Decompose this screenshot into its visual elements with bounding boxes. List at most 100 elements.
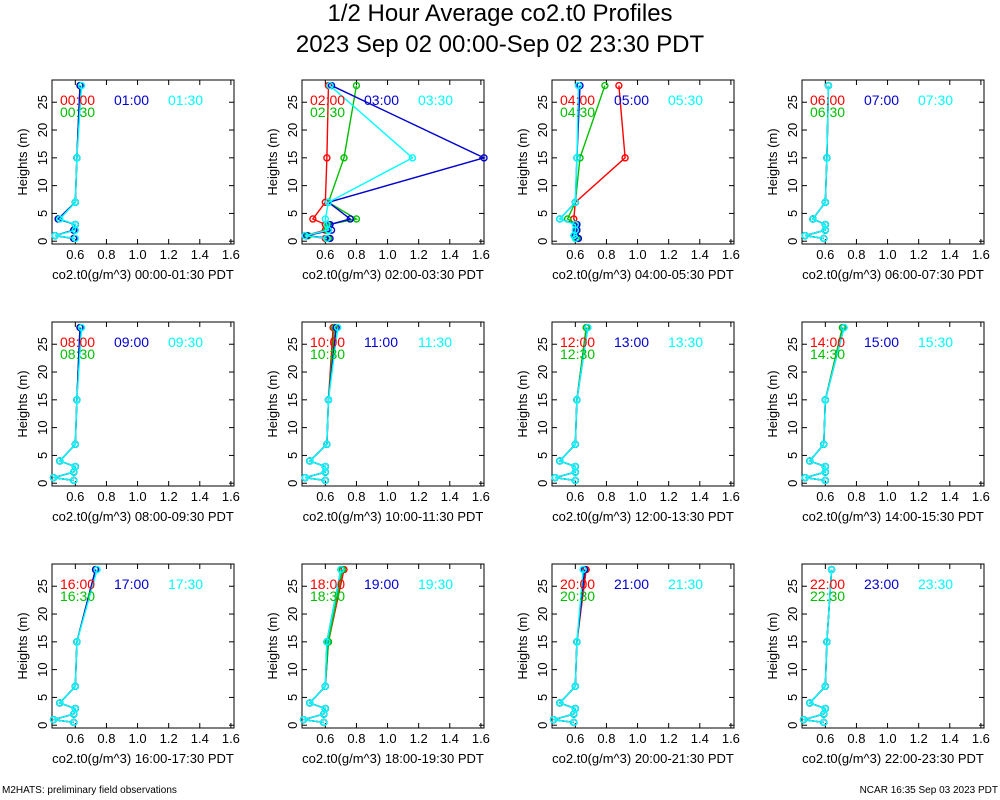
data-point <box>324 198 333 207</box>
y-axis-label: Heights (m) <box>265 370 280 437</box>
data-point <box>820 440 828 449</box>
profile-panel: 0.6 0.8 1.0 1.2 1.4 1.6 0 5 10 15 20 25 co2.t0(g/m^3… <box>15 79 240 282</box>
x-tick-label: 1.0 <box>129 489 147 504</box>
x-tick-label: 1.0 <box>629 731 647 746</box>
x-tick-label: 0.6 <box>566 731 584 746</box>
data-point <box>299 715 308 724</box>
data-point <box>571 198 580 207</box>
y-tick-label: 25 <box>35 579 50 593</box>
series-line <box>558 85 580 239</box>
plot-frame <box>801 321 985 487</box>
x-tick-label: 1.4 <box>941 731 959 746</box>
plot-frame <box>551 563 735 729</box>
data-point <box>321 462 330 471</box>
y-axis-label: Heights (m) <box>765 612 780 679</box>
x-tick-label: 1.0 <box>379 247 397 262</box>
data-point <box>821 198 830 207</box>
data-point <box>571 476 580 485</box>
x-tick-label: 0.8 <box>97 731 115 746</box>
plot-area <box>801 81 833 243</box>
legend-entry: 02:00 <box>310 92 345 108</box>
x-tick-label: 1.6 <box>722 731 740 746</box>
y-axis-label: Heights (m) <box>515 612 530 679</box>
data-point <box>323 234 331 243</box>
x-tick-label: 0.6 <box>66 489 84 504</box>
profile-panel: 0.6 0.8 1.0 1.2 1.4 1.6 0 5 10 15 20 25 co2.t0(g/m^3… <box>765 563 990 766</box>
data-point <box>323 154 331 162</box>
x-tick-label: 1.0 <box>129 247 147 262</box>
x-tick-label: 1.6 <box>222 489 240 504</box>
data-point <box>71 220 80 229</box>
y-tick-label: 20 <box>535 607 550 621</box>
x-tick-label: 0.6 <box>316 489 334 504</box>
legend-entry: 18:30 <box>310 588 345 604</box>
data-point <box>320 718 328 727</box>
x-tick-label: 0.8 <box>597 247 615 262</box>
profile-panel: 0.6 0.8 1.0 1.2 1.4 1.6 0 5 10 15 20 25 co2.t0(g/m^3… <box>15 563 240 766</box>
y-tick-label: 20 <box>785 365 800 379</box>
plot-frame <box>51 79 235 245</box>
x-tick-label: 1.4 <box>691 489 709 504</box>
data-point <box>71 462 80 471</box>
x-tick-label: 1.2 <box>410 731 428 746</box>
legend-entry: 03:30 <box>418 92 453 108</box>
data-point <box>56 699 64 707</box>
legend-entry: 00:00 <box>60 92 95 108</box>
data-point <box>71 198 80 207</box>
data-point <box>579 565 587 574</box>
y-tick-label: 10 <box>785 662 800 676</box>
y-tick-label: 5 <box>535 452 550 459</box>
data-point <box>821 462 830 471</box>
y-tick-label: 0 <box>285 480 300 487</box>
data-point <box>840 323 848 332</box>
data-point <box>323 440 331 449</box>
x-tick-label: 0.8 <box>347 247 365 262</box>
x-axis-label: co2.t0(g/m^3) 18:00-19:30 PDT <box>302 751 484 766</box>
data-point <box>301 231 309 240</box>
y-tick-label: 15 <box>785 151 800 165</box>
data-point <box>321 682 330 691</box>
data-point <box>71 440 80 449</box>
x-tick-label: 0.6 <box>66 731 84 746</box>
data-point <box>49 715 58 724</box>
data-point <box>809 215 817 223</box>
chart-subtitle: 2023 Sep 02 00:00-Sep 02 23:30 PDT <box>296 31 705 58</box>
x-axis-label: co2.t0(g/m^3) 02:00-03:30 PDT <box>302 267 484 282</box>
data-point <box>827 565 836 574</box>
y-tick-label: 15 <box>785 393 800 407</box>
y-tick-label: 25 <box>535 95 550 109</box>
legend-entry: 02:30 <box>310 104 345 120</box>
data-point <box>820 718 828 727</box>
y-tick-label: 0 <box>285 722 300 729</box>
y-axis-label: Heights (m) <box>765 128 780 195</box>
plot-frame <box>301 563 485 729</box>
y-tick-label: 20 <box>35 123 50 137</box>
y-tick-label: 10 <box>35 662 50 676</box>
profile-panel: 0.6 0.8 1.0 1.2 1.4 1.6 0 5 10 15 20 25 co2.t0(g/m^3… <box>515 79 740 282</box>
data-point <box>801 231 809 240</box>
data-point <box>321 704 330 713</box>
x-tick-label: 1.4 <box>191 247 209 262</box>
data-point <box>571 462 580 471</box>
data-point <box>821 220 830 229</box>
data-point <box>51 231 59 240</box>
plot-area <box>301 81 488 243</box>
x-tick-label: 1.0 <box>879 489 897 504</box>
legend-entry: 07:30 <box>918 92 953 108</box>
x-axis-label: co2.t0(g/m^3) 16:00-17:30 PDT <box>52 751 234 766</box>
y-tick-label: 5 <box>535 694 550 701</box>
y-tick-label: 15 <box>535 635 550 649</box>
legend-entry: 05:00 <box>614 92 649 108</box>
y-axis-label: Heights (m) <box>15 612 30 679</box>
x-tick-label: 1.0 <box>879 247 897 262</box>
y-tick-label: 20 <box>35 607 50 621</box>
data-point <box>309 215 317 223</box>
y-axis-label: Heights (m) <box>515 128 530 195</box>
data-point <box>306 457 314 465</box>
data-point <box>571 704 580 713</box>
data-point <box>570 718 578 727</box>
data-point <box>73 638 81 646</box>
x-tick-label: 0.8 <box>97 247 115 262</box>
data-point <box>601 81 609 90</box>
x-tick-label: 0.8 <box>347 731 365 746</box>
